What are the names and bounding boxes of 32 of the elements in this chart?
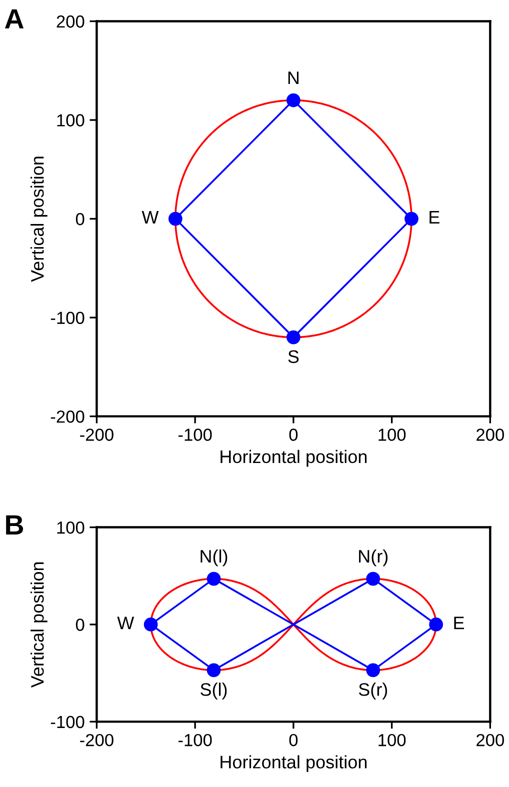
x-tick-label: 200 [476, 428, 504, 441]
y-tick-label: -100 [50, 312, 84, 324]
x-tick-label: -100 [178, 428, 212, 441]
x-tick-label: 0 [289, 428, 298, 441]
y-axis-title: Vertical position [30, 562, 48, 688]
text: A [4, 9, 24, 28]
x-tick-label: 100 [378, 428, 406, 441]
annotation: S [288, 350, 299, 364]
text: B [6, 515, 24, 534]
x-tick-label: 100 [378, 734, 406, 746]
y-tick-label: 100 [57, 114, 84, 126]
x-tick-label: -100 [178, 734, 212, 746]
y-tick-label: 100 [57, 521, 84, 534]
x-tick-label: 200 [476, 734, 504, 746]
annotation: E [454, 616, 464, 630]
annotation: N [288, 72, 298, 84]
x-axis-title: Horizontal position [220, 755, 367, 772]
y-tick-label: -100 [50, 716, 84, 728]
y-axis-title: Vertical position [30, 156, 48, 282]
annotation: N(l) [200, 549, 228, 566]
annotation: S(r) [358, 682, 388, 700]
annotation: E [430, 211, 440, 224]
y-tick-label: -200 [50, 410, 84, 423]
y-tick-label: 0 [76, 618, 84, 631]
y-tick-label: 200 [56, 15, 84, 28]
annotation: W [142, 211, 159, 224]
x-axis-title: Horizontal position [220, 450, 367, 467]
annotation: S(l) [200, 682, 227, 700]
annotation: N(r) [359, 549, 388, 566]
x-tick-label: 0 [289, 734, 298, 746]
y-tick-label: 0 [76, 212, 84, 226]
annotation: W [117, 616, 134, 630]
